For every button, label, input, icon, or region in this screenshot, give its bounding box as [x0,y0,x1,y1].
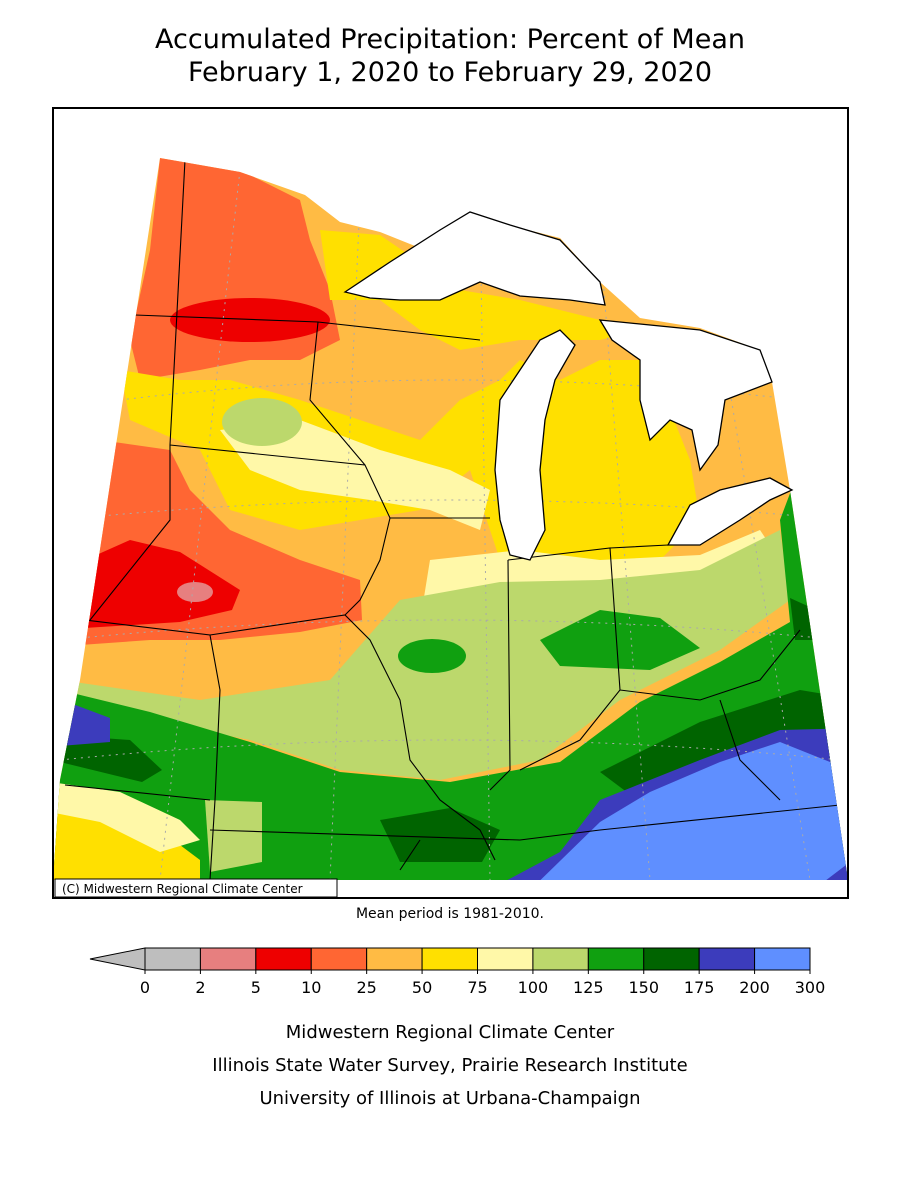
legend-swatch [144,947,201,971]
legend-label: 10 [301,978,321,997]
legend: 0 2 5 10 25 50 75 100 125 150 175 200 300 [89,947,826,997]
region [380,808,500,862]
legend-label: 50 [412,978,432,997]
footer-line: University of Illinois at Urbana-Champai… [259,1088,640,1109]
map-frame [52,107,849,899]
region [540,610,700,670]
legend-label: 175 [684,978,715,997]
region [130,158,340,380]
legend-swatch [421,947,479,971]
legend-label: 200 [739,978,770,997]
footer-line: Illinois State Water Survey, Prairie Res… [212,1055,687,1076]
legend-swatch [587,947,645,971]
subtitle: February 1, 2020 to February 29, 2020 [188,57,712,88]
legend-label: 125 [573,978,604,997]
title: Accumulated Precipitation: Percent of Me… [155,24,745,55]
legend-swatch [698,947,756,971]
legend-label: 150 [628,978,659,997]
map-credit: (C) Midwestern Regional Climate Center [62,882,303,896]
region [177,582,213,602]
footer-line: Midwestern Regional Climate Center [286,1022,615,1043]
region [85,540,240,628]
region [60,735,162,782]
great-lakes [343,211,794,561]
legend-label: 5 [251,978,261,997]
region [398,639,466,673]
mean-period-note: Mean period is 1981-2010. [356,906,544,922]
region [220,420,490,530]
legend-swatch [199,947,257,971]
legend-swatch [310,947,368,971]
region [170,298,330,342]
lake-michigan [494,329,576,561]
legend-label: 75 [467,978,487,997]
lake-huron [598,319,773,472]
legend-swatch [255,947,312,971]
region [53,782,200,852]
legend-under-arrow [89,947,146,971]
region [205,800,262,872]
legend-swatch [532,947,589,971]
legend-swatch [366,947,423,971]
legend-swatch [643,947,700,971]
legend-label: 100 [518,978,549,997]
graticule [59,169,841,880]
credit-box [54,878,338,898]
legend-label: 2 [195,978,205,997]
lake-erie [666,477,794,546]
legend-label: 25 [356,978,376,997]
legend-swatch [754,947,811,971]
state-boundaries [64,159,841,880]
lake-superior [343,211,606,306]
region [222,398,302,446]
legend-swatch [477,947,534,971]
legend-label: 0 [140,978,150,997]
legend-label: 300 [795,978,826,997]
